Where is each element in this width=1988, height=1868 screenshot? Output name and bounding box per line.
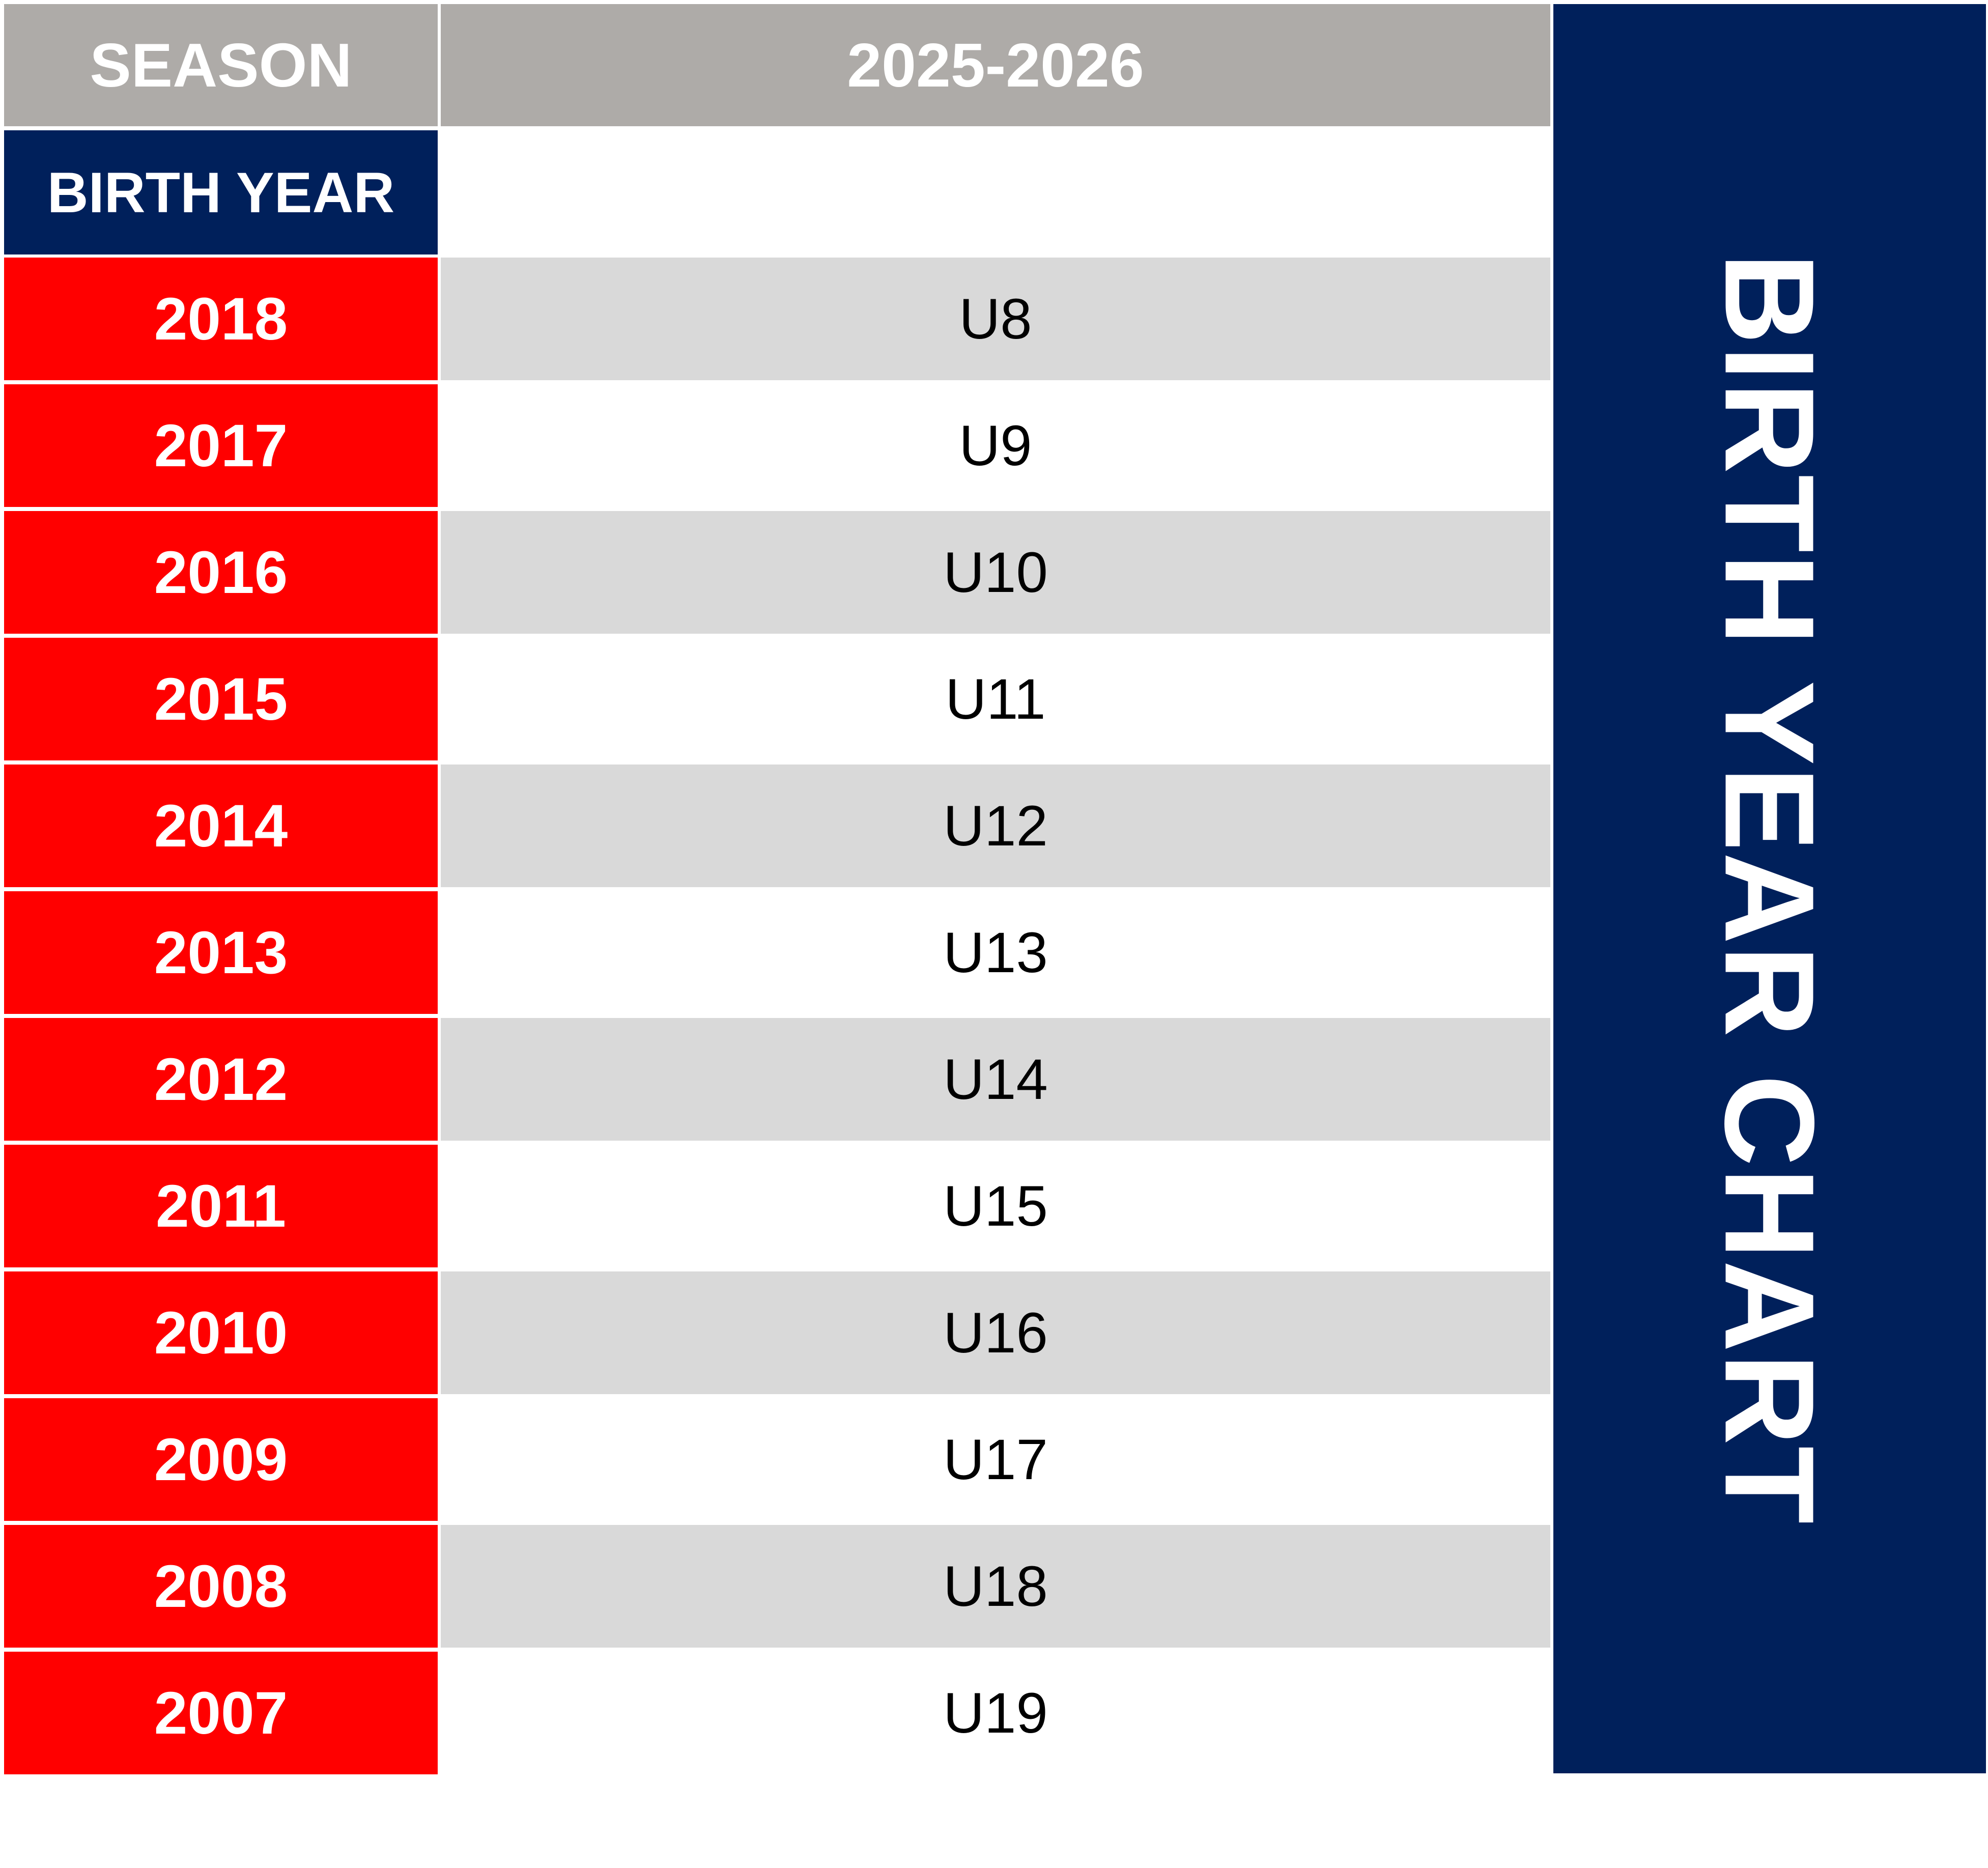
side-title-panel: BIRTH YEAR CHART [1553,4,1986,1773]
birth-year-cell: 2008 [4,1525,438,1648]
birth-year-cell: 2014 [4,765,438,887]
age-group-cell: U15 [441,1145,1550,1267]
age-group-cell: U9 [441,384,1550,507]
birth-year-cell: 2010 [4,1271,438,1394]
age-group-cell: U13 [441,891,1550,1014]
birth-year-blank-cell [441,130,1550,254]
birth-year-cell: 2012 [4,1018,438,1141]
birth-year-cell: 2011 [4,1145,438,1267]
age-group-cell: U18 [441,1525,1550,1648]
season-value: 2025-2026 [441,4,1550,126]
birth-year-label: BIRTH YEAR [4,130,438,254]
birth-year-cell: 2007 [4,1652,438,1774]
age-group-cell: U16 [441,1271,1550,1394]
birth-year-cell: 2018 [4,258,438,380]
season-label: SEASON [4,4,438,126]
age-group-cell: U11 [441,638,1550,760]
side-title: BIRTH YEAR CHART [1698,252,1841,1525]
age-group-cell: U17 [441,1398,1550,1521]
birth-year-cell: 2017 [4,384,438,507]
age-group-cell: U19 [441,1652,1550,1774]
birth-year-cell: 2013 [4,891,438,1014]
birth-year-cell: 2015 [4,638,438,760]
birth-year-cell: 2016 [4,511,438,634]
age-group-cell: U14 [441,1018,1550,1141]
age-group-cell: U10 [441,511,1550,634]
birth-year-cell: 2009 [4,1398,438,1521]
age-group-cell: U8 [441,258,1550,380]
age-group-cell: U12 [441,765,1550,887]
